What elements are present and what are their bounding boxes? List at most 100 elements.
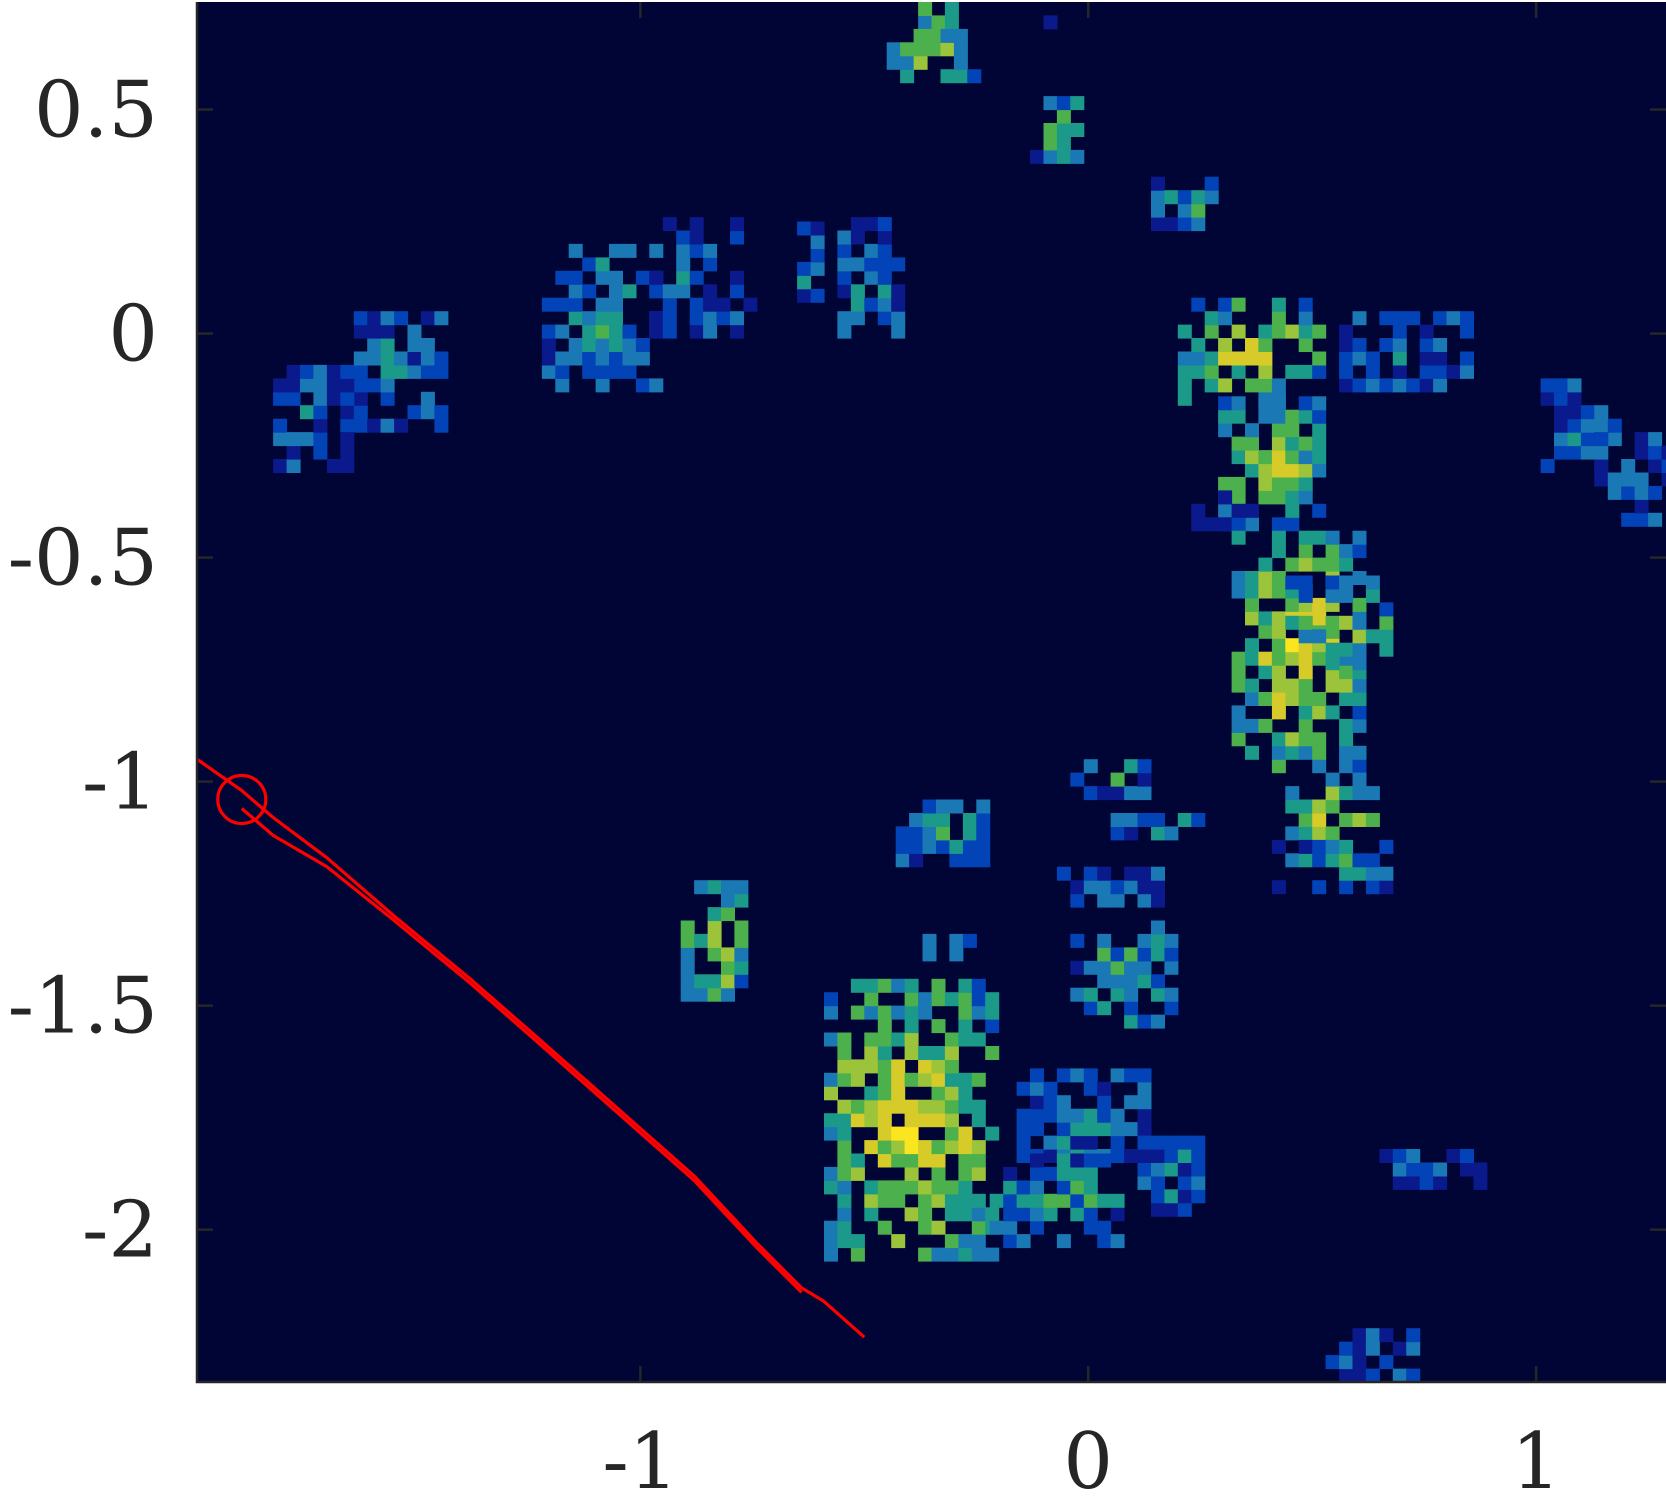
heatmap-cell — [420, 405, 435, 420]
heatmap-cell — [1110, 947, 1125, 962]
heatmap-cell — [837, 1193, 852, 1208]
heatmap-cell — [1043, 136, 1058, 151]
heatmap-cell — [1339, 745, 1354, 760]
heatmap-cell — [1231, 436, 1246, 451]
heatmap-cell — [1191, 190, 1206, 205]
heatmap-cell — [1245, 692, 1259, 706]
heatmap-cell — [694, 987, 709, 1002]
heatmap-cell — [730, 284, 744, 299]
heatmap-cell — [1030, 1220, 1044, 1235]
heatmap-cell — [949, 853, 964, 868]
heatmap-cell — [837, 243, 852, 258]
heatmap-cell — [1406, 378, 1421, 393]
heatmap-cell — [944, 1180, 959, 1195]
heatmap-cell — [850, 1153, 865, 1168]
heatmap-cell — [1352, 718, 1367, 733]
heatmap-cell — [1245, 597, 1259, 612]
heatmap-cell — [286, 364, 301, 379]
heatmap-cell — [1218, 409, 1233, 424]
heatmap-cell — [936, 813, 950, 827]
heatmap-cell — [877, 243, 892, 258]
heatmap-cell — [971, 1153, 986, 1168]
heatmap-cell — [949, 933, 964, 948]
heatmap-cell — [837, 1234, 852, 1249]
heatmap-cell — [810, 235, 825, 249]
heatmap-cell — [944, 1046, 959, 1060]
heatmap-cell — [1110, 786, 1125, 801]
heatmap-cell — [976, 813, 991, 827]
heatmap-cell — [1258, 351, 1273, 366]
heatmap-cells — [273, 2, 1666, 1382]
heatmap-cell — [541, 297, 556, 312]
heatmap-cell — [1070, 1166, 1085, 1181]
heatmap-cell — [1164, 217, 1179, 232]
heatmap-cell — [971, 1099, 986, 1114]
heatmap-cell — [850, 1247, 865, 1262]
heatmap-cell — [1191, 1175, 1206, 1190]
heatmap-cell — [1339, 351, 1354, 366]
heatmap-cell — [1312, 759, 1327, 774]
heatmap-cell — [944, 1193, 959, 1208]
y-tick-label: -2 — [82, 1186, 158, 1276]
heatmap-cell — [971, 1193, 986, 1208]
heatmap-cell — [1352, 1368, 1367, 1382]
heatmap-cell — [1433, 338, 1448, 352]
heatmap-cell — [1245, 718, 1259, 733]
heatmap-cell — [895, 839, 910, 854]
heatmap-cell — [891, 1099, 906, 1114]
heatmap-cell — [1258, 624, 1273, 639]
heatmap-cell — [703, 284, 718, 299]
heatmap-cell — [582, 364, 597, 379]
heatmap-cell — [1285, 615, 1300, 630]
heatmap-cell — [918, 1099, 933, 1114]
heatmap-cell — [1567, 418, 1582, 433]
heatmap-cell — [1271, 692, 1286, 706]
heatmap-cell — [1298, 544, 1313, 559]
heatmap-cell — [340, 418, 355, 433]
heatmap-cell — [891, 297, 906, 312]
heatmap-cell — [971, 1072, 986, 1087]
heatmap-cell — [1070, 1193, 1085, 1208]
heatmap-cell — [1258, 409, 1273, 424]
heatmap-cell — [1043, 1149, 1058, 1163]
heatmap-cell — [931, 1180, 946, 1195]
heatmap-cell — [931, 1086, 946, 1101]
heatmap-cell — [891, 1180, 906, 1195]
heatmap-cell — [568, 338, 583, 352]
heatmap-cell — [1083, 960, 1098, 975]
heatmap-cell — [1151, 893, 1165, 908]
heatmap-cell — [1285, 853, 1300, 868]
heatmap-cell — [1312, 530, 1327, 545]
heatmap-cell — [703, 257, 718, 272]
heatmap-cell — [680, 987, 695, 1002]
heatmap-cell — [1231, 571, 1246, 585]
heatmap-cell — [1312, 799, 1327, 814]
heatmap-cell — [891, 311, 906, 326]
heatmap-cell — [971, 992, 986, 1007]
heatmap-cell — [864, 978, 879, 993]
heatmap-cell — [850, 1072, 865, 1087]
heatmap-cell — [1056, 1135, 1071, 1150]
heatmap-cell — [1204, 311, 1219, 326]
heatmap-cell — [837, 284, 852, 299]
heatmap-cell — [1177, 1162, 1192, 1177]
heatmap-cell — [1258, 584, 1273, 599]
heatmap-cell — [1580, 405, 1595, 420]
heatmap-cell — [689, 297, 704, 312]
heatmap-cell — [1124, 947, 1139, 962]
heatmap-cell — [273, 432, 288, 447]
heatmap-cell — [1258, 611, 1273, 626]
heatmap-cell — [649, 378, 664, 393]
heatmap-cell — [1124, 866, 1139, 881]
heatmap-cell — [1151, 203, 1165, 218]
heatmap-cell — [797, 221, 812, 236]
heatmap-cell — [1554, 378, 1568, 393]
heatmap-cell — [1097, 1001, 1112, 1016]
heatmap-cell — [944, 1126, 959, 1141]
heatmap-cell — [971, 1113, 986, 1128]
heatmap-cell — [1271, 571, 1286, 585]
heatmap-cell — [1392, 1368, 1407, 1382]
heatmap-cell — [1137, 759, 1152, 774]
heatmap-cell — [1285, 575, 1300, 590]
heatmap-cell — [1043, 149, 1058, 164]
